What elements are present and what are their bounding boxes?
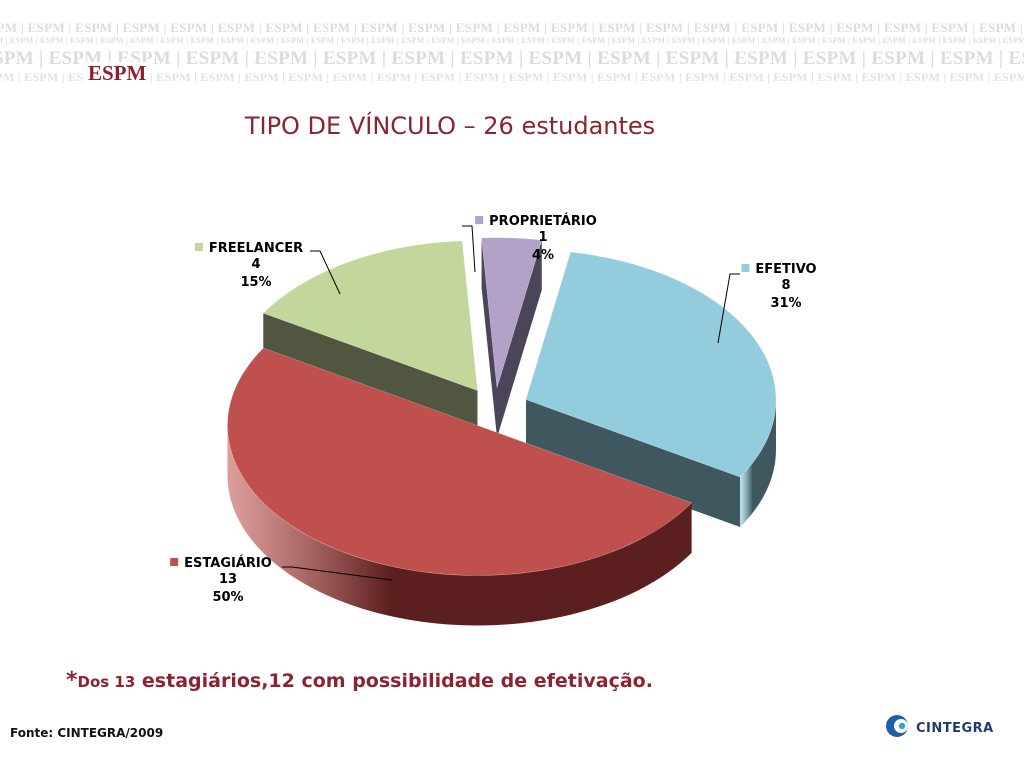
pie-slice-top-estagiario <box>227 347 693 576</box>
data-label-value-freelancer: 4 <box>251 257 260 272</box>
pie-slice-top-efetivo <box>525 251 777 478</box>
leader-line-proprietario <box>462 225 476 273</box>
data-label-name-freelancer: FREELANCER <box>209 241 303 256</box>
watermark-row: ESPM | ESPM | ESPM | ESPM | ESPM | ESPM … <box>0 48 1024 69</box>
pie-slice-proprietario <box>481 237 543 438</box>
pie-slice-estagiario <box>227 347 693 626</box>
data-label-percent-proprietario: 4% <box>532 248 554 263</box>
data-label-name-estagiario: ESTAGIÁRIO <box>184 555 272 571</box>
data-label-value-efetivo: 8 <box>781 278 790 293</box>
pie-slice-efetivo <box>525 251 777 528</box>
pie-slice-cut-wall-efetivo <box>525 399 741 528</box>
watermark-row: ESPM | ESPM | ESPM | ESPM | ESPM | ESPM … <box>0 20 1024 35</box>
leader-line-efetivo <box>717 273 740 344</box>
data-label-value-estagiario: 13 <box>219 572 237 587</box>
pie-slice-top-freelancer <box>262 240 478 391</box>
data-label-percent-estagiario: 50% <box>212 590 243 605</box>
legend-key-proprietario <box>475 216 484 224</box>
watermark-row: ESPM | ESPM | ESPM | ESPM | ESPM | ESPM … <box>0 36 1024 45</box>
chart-title: TIPO DE VÍNCULO – 26 estudantes <box>244 112 656 140</box>
pie-slice-cut-wall-proprietario <box>497 240 542 438</box>
footnote: *Dos 13 estagiários,12 com possibilidade… <box>66 668 653 693</box>
leader-line-estagiario <box>282 566 393 581</box>
footnote-part1: Dos 13 <box>77 673 136 691</box>
cintegra-mark-icon <box>886 715 908 737</box>
watermark-row: ESPM | ESPM | ESPM | ESPM | ESPM | ESPM … <box>0 70 1024 84</box>
pie-slice-top-proprietario <box>481 237 543 388</box>
footnote-part2: estagiários,12 com possibilidade de efet… <box>135 670 653 692</box>
footnote-star: * <box>66 668 78 693</box>
source-note: Fonte: CINTEGRA/2009 <box>10 726 164 740</box>
pie-slice-side-efetivo <box>740 399 776 528</box>
leader-line-freelancer <box>310 250 341 295</box>
espm-header-banner: ESPM | ESPM | ESPM | ESPM | ESPM | ESPM … <box>0 14 1024 88</box>
data-label-name-efetivo: EFETIVO <box>755 262 816 277</box>
pie-slice-cut-wall-proprietario <box>481 237 498 438</box>
espm-logo: ESPM <box>84 62 151 84</box>
data-label-percent-freelancer: 15% <box>240 275 271 290</box>
data-label-percent-efetivo: 31% <box>770 296 801 311</box>
data-label-name-proprietario: PROPRIETÁRIO <box>489 213 597 229</box>
legend-key-estagiario <box>170 558 179 566</box>
legend-key-freelancer <box>194 243 203 251</box>
pie-slice-side-estagiario <box>227 425 692 626</box>
legend-key-efetivo <box>741 264 750 272</box>
cintegra-logo-text: CINTEGRA <box>916 721 994 736</box>
data-label-value-proprietario: 1 <box>538 230 547 245</box>
